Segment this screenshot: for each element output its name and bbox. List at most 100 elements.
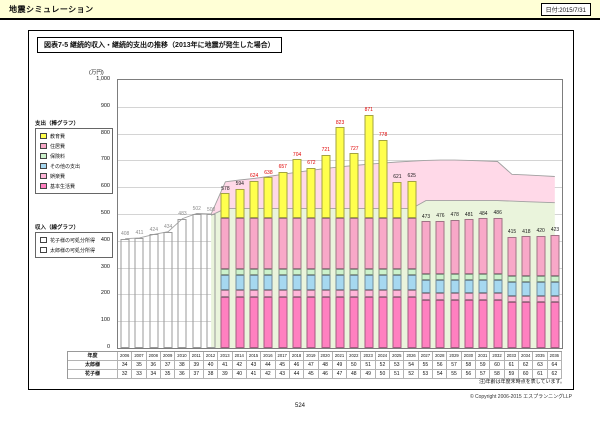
table-year-cell: 2026 xyxy=(404,352,419,361)
bar-segment xyxy=(263,218,273,270)
bar-value-label: 672 xyxy=(307,160,316,167)
bar-value-label: 704 xyxy=(292,151,302,158)
report-frame: 図表7-5 継続的収入・継続的支出の推移（2013年に地震が発生した場合） (万… xyxy=(28,30,574,390)
table-age-cell: 44 xyxy=(289,370,305,379)
bar-value-label: 415 xyxy=(507,229,517,236)
bar-segment xyxy=(321,275,331,291)
table-year-cell: 2034 xyxy=(519,352,534,361)
bar-value-label: 420 xyxy=(536,227,545,234)
bar-segment xyxy=(278,171,288,219)
table-age-cell: 48 xyxy=(318,361,333,370)
bar-value-label: 411 xyxy=(135,230,144,237)
table-age-cell: 53 xyxy=(418,370,434,379)
legend-label: その他の支出 xyxy=(50,163,81,170)
table-age-cell: 49 xyxy=(361,370,376,379)
stacked-bar xyxy=(263,177,273,348)
table-age-cell: 63 xyxy=(533,361,548,370)
bar-segment xyxy=(521,276,531,283)
bar-segment xyxy=(493,299,503,348)
stacked-bar xyxy=(220,193,230,348)
bar-column: 625 xyxy=(405,80,419,348)
table-age-cell: 57 xyxy=(447,361,462,370)
bar-segment xyxy=(478,274,488,281)
bar-segment xyxy=(292,218,302,270)
bar-segment xyxy=(263,177,273,219)
bar-segment xyxy=(349,153,359,219)
bar-column: 486 xyxy=(491,80,505,348)
table-age-cell: 50 xyxy=(375,370,391,379)
bar-segment xyxy=(521,236,531,277)
stacked-bars: 408 411 424 434 483 502 500 578 594 624 638 657 704 6… xyxy=(118,80,562,348)
bar-segment xyxy=(536,282,546,296)
bar-segment xyxy=(392,181,402,219)
table-age-cell: 41 xyxy=(218,361,233,370)
bar-segment xyxy=(435,274,445,281)
bar-segment xyxy=(378,290,388,297)
stacked-bar xyxy=(478,218,488,348)
y-tick-label: 200 xyxy=(100,290,110,297)
bar-value-label: 500 xyxy=(206,206,216,213)
legend-expense-box: 教育費 住居費 保険料 その他の支出 娯楽費 基本生活費 xyxy=(35,128,113,194)
bar-segment xyxy=(450,274,460,281)
table-age-cell: 58 xyxy=(490,370,505,379)
bar-column: 657 xyxy=(276,80,290,348)
table-age-cell: 56 xyxy=(461,370,477,379)
table-age-cell: 43 xyxy=(275,370,290,379)
bar-segment xyxy=(364,296,374,348)
table-year-cell: 2028 xyxy=(433,352,448,361)
table-age-cell: 55 xyxy=(418,361,434,370)
table-age-cell: 48 xyxy=(347,370,362,379)
table-age-cell: 58 xyxy=(461,361,477,370)
bar-segment xyxy=(235,269,245,276)
bar-segment xyxy=(278,218,288,270)
stacked-bar xyxy=(421,221,431,348)
table-age-cell: 41 xyxy=(246,370,262,379)
bar-value-label: 578 xyxy=(221,185,230,192)
bar-segment xyxy=(349,296,359,348)
bar-segment xyxy=(421,274,431,281)
bar-value-label: 418 xyxy=(522,228,531,235)
bar-segment xyxy=(507,276,517,283)
bar-segment xyxy=(464,219,474,275)
table-age-cell: 50 xyxy=(347,361,362,370)
y-axis-unit-label: (万円) xyxy=(89,70,104,76)
bar-segment xyxy=(435,299,445,348)
bar-segment xyxy=(450,293,460,300)
bar-segment xyxy=(235,275,245,291)
bar-segment xyxy=(220,290,230,297)
legend-expense-item: その他の支出 xyxy=(36,161,112,171)
bar-segment xyxy=(364,269,374,276)
bar-segment xyxy=(292,275,302,291)
bar-column: 727 xyxy=(347,80,361,348)
bar-column: 778 xyxy=(376,80,390,348)
bar-segment xyxy=(249,269,259,276)
table-age-cell: 56 xyxy=(433,361,448,370)
bar-value-label: 871 xyxy=(364,107,373,114)
table-age-cell: 38 xyxy=(175,361,190,370)
table-row-header: 花子様 xyxy=(68,370,118,379)
table-age-cell: 37 xyxy=(189,370,204,379)
bar-segment xyxy=(464,280,474,294)
bar-segment xyxy=(493,280,503,294)
outline-bar xyxy=(134,237,144,348)
outline-bar xyxy=(177,218,187,348)
bar-segment xyxy=(407,290,417,297)
table-year-cell: 2032 xyxy=(490,352,505,361)
table-age-cell: 51 xyxy=(361,361,376,370)
table-age-cell: 44 xyxy=(261,361,276,370)
table-year-cell: 2013 xyxy=(218,352,233,361)
legend-expense-item: 住居費 xyxy=(36,141,112,151)
bar-segment xyxy=(550,301,560,348)
bar-column: 411 xyxy=(132,80,146,348)
table-year-cell: 2029 xyxy=(447,352,462,361)
table-age-cell: 43 xyxy=(246,361,262,370)
bar-segment xyxy=(464,299,474,348)
bar-segment xyxy=(435,293,445,300)
chart-title: 図表7-5 継続的収入・継続的支出の推移（2013年に地震が発生した場合） xyxy=(37,37,282,53)
bar-value-label: 424 xyxy=(149,226,158,233)
table-year-cell: 2007 xyxy=(132,352,147,361)
bar-column: 621 xyxy=(390,80,404,348)
bar-segment xyxy=(292,296,302,348)
bar-column: 418 xyxy=(519,80,533,348)
bar-column: 481 xyxy=(462,80,476,348)
